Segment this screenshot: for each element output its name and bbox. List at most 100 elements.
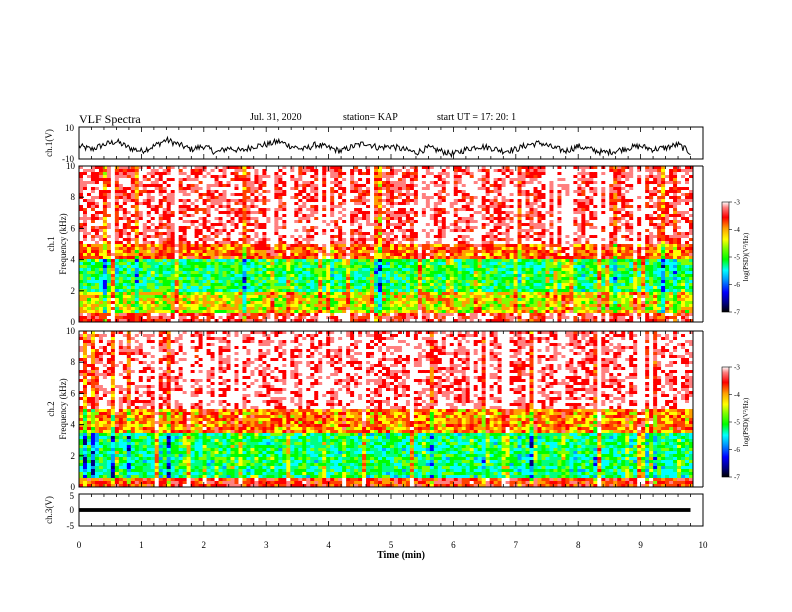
spectrogram-cell [119, 277, 123, 280]
spectrogram-cell [183, 241, 187, 244]
spectrogram-cell [234, 295, 238, 298]
spectrogram-cell [95, 268, 99, 271]
spectrogram-cell [199, 199, 203, 202]
spectrogram-cell [250, 286, 254, 289]
spectrogram-cell [91, 235, 95, 238]
spectrogram-cell [115, 196, 119, 199]
spectrogram-cell [195, 229, 199, 232]
spectrogram-cell [234, 187, 238, 190]
spectrogram-cell [99, 310, 103, 313]
spectrogram-cell [83, 205, 87, 208]
spectrogram-cell [107, 184, 111, 187]
spectrogram-cell [79, 277, 83, 280]
spectrogram-cell [95, 169, 99, 172]
spectrogram-cell [215, 307, 219, 310]
spectrogram-cell [175, 286, 179, 289]
spectrogram-cell [91, 208, 95, 211]
spectrogram-cell [238, 274, 242, 277]
spectrogram-cell [195, 274, 199, 277]
spectrogram-cell [234, 217, 238, 220]
spectrogram-cell [242, 274, 246, 277]
spectrogram-cell [143, 199, 147, 202]
spectrogram-cell [83, 244, 87, 247]
spectrogram-cell [155, 217, 159, 220]
spectrogram-cell [223, 175, 227, 178]
spectrogram-cell [95, 214, 99, 217]
spectrogram-cell [123, 202, 127, 205]
spectrogram-cell [139, 259, 143, 262]
spectrogram-cell [215, 175, 219, 178]
spectrogram-cell [143, 253, 147, 256]
spectrogram-cell [211, 292, 215, 295]
spectrogram-cell [238, 169, 242, 172]
spectrogram-cell [91, 274, 95, 277]
spectrogram-cell [155, 211, 159, 214]
spectrogram-cell [91, 169, 95, 172]
spectrogram-cell [167, 253, 171, 256]
spectrogram-cell [151, 280, 155, 283]
spectrogram-cell [135, 229, 139, 232]
spectrogram-cell [231, 223, 235, 226]
spectrogram-cell [131, 274, 135, 277]
spectrogram-cell [95, 229, 99, 232]
spectrogram-cell [83, 250, 87, 253]
spectrogram-cell [223, 178, 227, 181]
spectrogram-cell [131, 208, 135, 211]
spectrogram-cell [139, 292, 143, 295]
spectrogram-cell [151, 202, 155, 205]
spectrogram-cell [242, 238, 246, 241]
spectrogram-cell [83, 247, 87, 250]
spectrogram-cell [199, 286, 203, 289]
spectrogram-cell [139, 220, 143, 223]
spectrogram-cell [207, 295, 211, 298]
spectrogram-cell [183, 259, 187, 262]
spectrogram-cell [107, 280, 111, 283]
spectrogram-cell [215, 268, 219, 271]
spectrogram-cell [187, 190, 191, 193]
spectrogram-cell [187, 307, 191, 310]
spectrogram-cell [163, 274, 167, 277]
spectrogram-cell [95, 316, 99, 319]
spectrogram-cell [191, 307, 195, 310]
spectrogram-cell [203, 193, 207, 196]
spectrogram-cell [211, 253, 215, 256]
spectrogram-cell [127, 283, 131, 286]
spectrogram-cell [262, 217, 266, 220]
spectrogram-cell [258, 286, 262, 289]
spectrogram-cell [219, 199, 223, 202]
spectrogram-cell [135, 307, 139, 310]
spectrogram-cell [167, 250, 171, 253]
spectrogram-cell [183, 214, 187, 217]
spectrogram-cell [111, 298, 115, 301]
spectrogram-cell [258, 166, 262, 169]
spectrogram-cell [175, 247, 179, 250]
spectrogram-cell [139, 202, 143, 205]
spectrogram-cell [131, 232, 135, 235]
spectrogram-cell [107, 289, 111, 292]
spectrogram-cell [254, 271, 258, 274]
spectrogram-cell [159, 304, 163, 307]
spectrogram-cell [187, 286, 191, 289]
spectrogram-cell [246, 262, 250, 265]
spectrogram-cell [167, 202, 171, 205]
spectrogram-cell [242, 301, 246, 304]
spectrogram-cell [111, 166, 115, 169]
spectrogram-cell [139, 298, 143, 301]
spectrogram-cell [167, 205, 171, 208]
spectrogram-cell [99, 298, 103, 301]
spectrogram-cell [187, 274, 191, 277]
spectrogram-cell [258, 184, 262, 187]
spectrogram-cell [91, 286, 95, 289]
spectrogram-cell [187, 310, 191, 313]
spectrogram-cell [211, 172, 215, 175]
spectrogram-cell [155, 229, 159, 232]
spectrogram-cell [103, 253, 107, 256]
spectrogram-cell [215, 265, 219, 268]
spectrogram-cell [262, 307, 266, 310]
spectrogram-cell [234, 193, 238, 196]
spectrogram-cell [99, 253, 103, 256]
spectrogram-cell [258, 247, 262, 250]
spectrogram-cell [135, 217, 139, 220]
spectrogram-cell [175, 295, 179, 298]
spectrogram-cell [207, 208, 211, 211]
